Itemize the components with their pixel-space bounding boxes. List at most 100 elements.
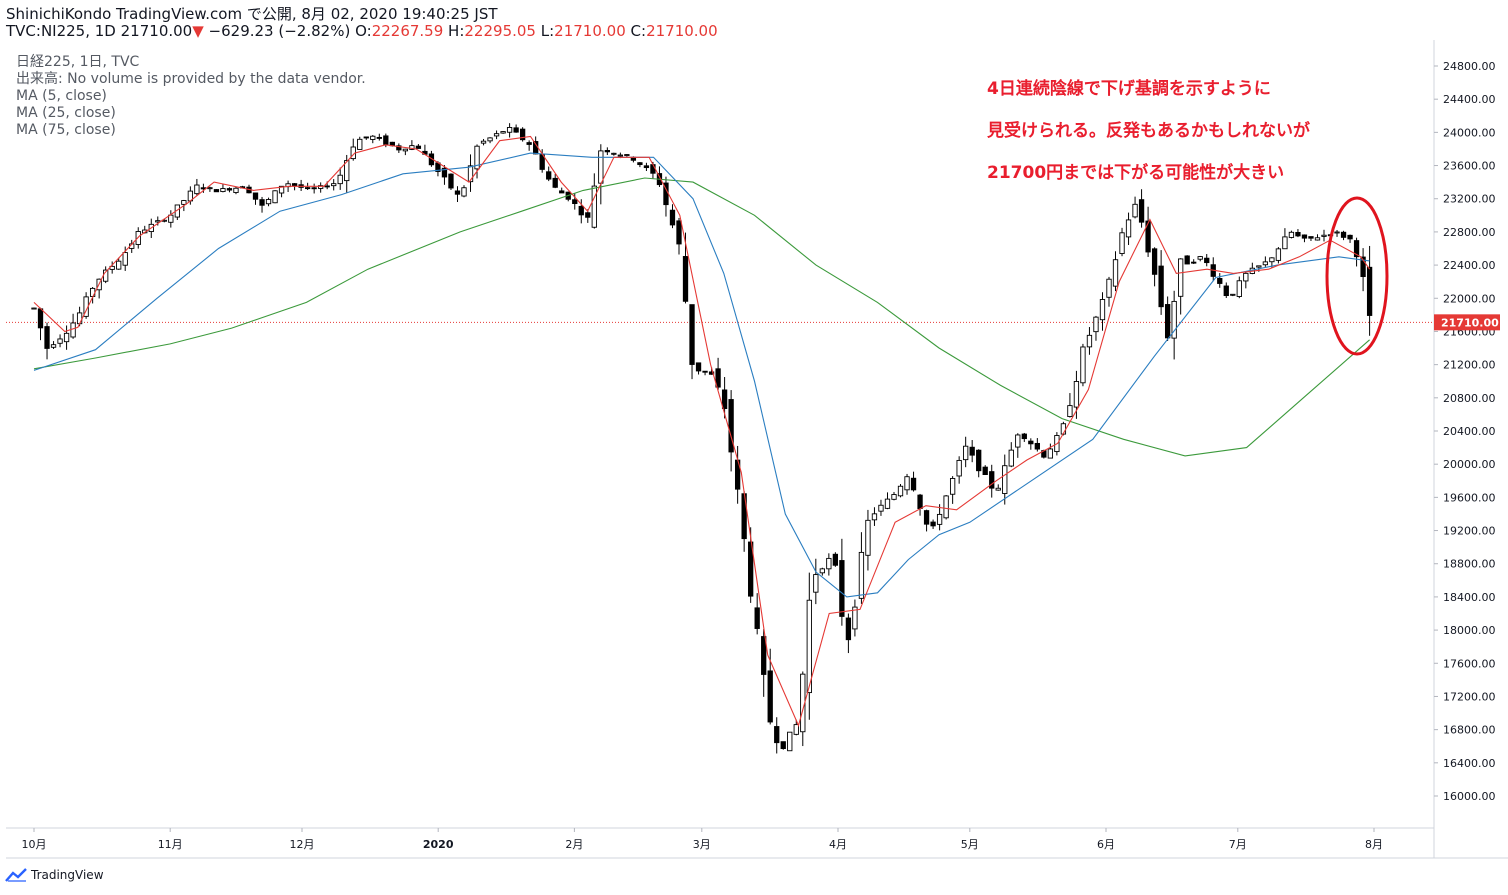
candle-up — [956, 459, 962, 477]
last-price-tag-label: 21710.00 — [1441, 316, 1499, 329]
candle-down — [676, 220, 682, 245]
candle-down — [363, 136, 369, 139]
candle-down — [1308, 236, 1314, 239]
y-tick-label: 22800.00 — [1443, 226, 1496, 239]
candle-down — [728, 399, 734, 453]
candle-up — [194, 184, 200, 195]
candle-up — [624, 154, 630, 156]
candle-up — [337, 174, 343, 185]
candle-up — [265, 199, 272, 205]
candle-down — [572, 199, 578, 205]
candle-up — [936, 513, 943, 525]
x-tick-label: 7月 — [1229, 838, 1247, 851]
candle-down — [1138, 199, 1145, 223]
legend-volume[interactable]: 出来高: No volume is provided by the data v… — [16, 71, 366, 87]
candle-up — [233, 187, 239, 193]
candle-down — [715, 368, 721, 388]
y-tick-label: 18800.00 — [1443, 558, 1496, 571]
candle-down — [702, 370, 708, 373]
candle-up — [1119, 232, 1125, 254]
candle-up — [858, 551, 865, 599]
x-tick-label: 2月 — [565, 838, 583, 851]
candle-down — [1366, 266, 1373, 316]
candle-up — [63, 332, 70, 343]
x-tick-label: 3月 — [693, 838, 711, 851]
tradingview-branding[interactable]: TradingView — [4, 868, 104, 882]
candle-up — [1236, 280, 1242, 297]
candle-up — [370, 135, 376, 140]
candle-down — [708, 371, 715, 375]
candle-down — [1028, 440, 1034, 445]
annotation-line-2: 見受けられる。反発もあるかもしれないが — [987, 121, 1310, 141]
candle-up — [1067, 405, 1073, 417]
candle-up — [1275, 248, 1282, 261]
candle-down — [682, 256, 689, 302]
open-label: O: — [355, 22, 372, 40]
candle-down — [976, 449, 982, 472]
legend-ma75[interactable]: MA (75, close) — [16, 122, 116, 138]
legend-ma25[interactable]: MA (25, close) — [16, 105, 116, 121]
candle-up — [272, 190, 278, 204]
candle-down — [1191, 261, 1197, 264]
candle-down — [1184, 255, 1190, 265]
candle-down — [552, 177, 558, 188]
y-tick-label: 20800.00 — [1443, 392, 1496, 405]
candle-up — [949, 478, 956, 495]
x-tick-label: 6月 — [1097, 838, 1115, 851]
high-value: 22295.05 — [464, 22, 536, 40]
candle-up — [1125, 219, 1132, 238]
candle-up — [1314, 237, 1321, 241]
candle-up — [591, 185, 597, 228]
candle-down — [519, 128, 526, 141]
candle-down — [1034, 442, 1040, 450]
candle-down — [526, 142, 532, 145]
candle-up — [826, 557, 832, 570]
candle-down — [311, 187, 317, 190]
ma25-line — [33, 152, 1370, 598]
candle-down — [1204, 257, 1210, 264]
candle-up — [806, 599, 812, 694]
candle-down — [376, 136, 382, 139]
symbol: TVC:NI225, 1D — [6, 22, 116, 40]
candle-up — [793, 724, 799, 735]
candle-down — [748, 541, 754, 597]
candle-up — [891, 494, 897, 500]
y-tick-label: 19600.00 — [1443, 491, 1496, 504]
legend-ma5[interactable]: MA (5, close) — [16, 88, 107, 104]
candle-up — [220, 188, 226, 193]
candle-down — [1295, 231, 1301, 237]
open-value: 22267.59 — [371, 22, 444, 40]
high-label: H: — [448, 22, 465, 40]
candle-down — [37, 308, 44, 329]
candle-down — [917, 494, 923, 509]
candle-down — [774, 726, 780, 744]
y-tick-label: 23600.00 — [1443, 160, 1496, 173]
candle-up — [1112, 259, 1119, 287]
candle-down — [226, 188, 233, 191]
candle-up — [318, 185, 324, 189]
candle-down — [982, 466, 988, 476]
candle-up — [1288, 231, 1295, 238]
y-tick-label: 16000.00 — [1443, 790, 1496, 803]
candle-up — [181, 200, 187, 205]
candle-up — [116, 260, 122, 270]
publisher-text: ShinichiKondo TradingView.com で公開, 8月 02… — [6, 5, 498, 23]
candle-up — [878, 504, 884, 512]
x-tick-label: 2020 — [423, 838, 454, 851]
y-tick-label: 20400.00 — [1443, 425, 1496, 438]
y-tick-label: 20000.00 — [1443, 458, 1496, 471]
legend-title[interactable]: 日経225, 1日, TVC — [16, 54, 140, 70]
candle-down — [650, 164, 656, 174]
candle-up — [70, 322, 76, 338]
candle-up — [1015, 434, 1021, 448]
candle-down — [643, 165, 650, 169]
ma75-line — [33, 177, 1370, 457]
candle-up — [617, 154, 624, 157]
candle-down — [923, 510, 930, 525]
down-arrow-icon: ▼ — [192, 22, 204, 40]
candle-up — [1132, 203, 1138, 218]
low-value: 21710.00 — [554, 22, 626, 40]
candle-down — [546, 171, 552, 180]
candle-down — [1217, 278, 1223, 284]
